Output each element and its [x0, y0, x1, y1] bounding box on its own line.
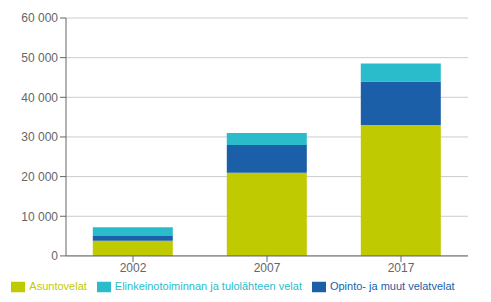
svg-text:2007: 2007 — [254, 261, 281, 275]
svg-text:50 000: 50 000 — [21, 51, 58, 65]
svg-text:30 000: 30 000 — [21, 130, 58, 144]
svg-text:20 000: 20 000 — [21, 170, 58, 184]
html-text:Asuntovelat: Asuntovelat — [29, 279, 87, 292]
html-text:Opinto- ja muut velatvelat: Opinto- ja muut velatvelat — [329, 279, 455, 292]
svg-text:2017: 2017 — [388, 261, 415, 275]
svg-text:10 000: 10 000 — [21, 210, 58, 224]
html-text:Elinkeinotoiminnan ja tuloläht: Elinkeinotoiminnan ja tulolähteen velat — [114, 279, 302, 292]
svg-text:60 000: 60 000 — [21, 11, 58, 25]
svg-text:0: 0 — [51, 249, 58, 263]
svg-text:2002: 2002 — [120, 261, 147, 275]
svg-text:40 000: 40 000 — [21, 91, 58, 105]
